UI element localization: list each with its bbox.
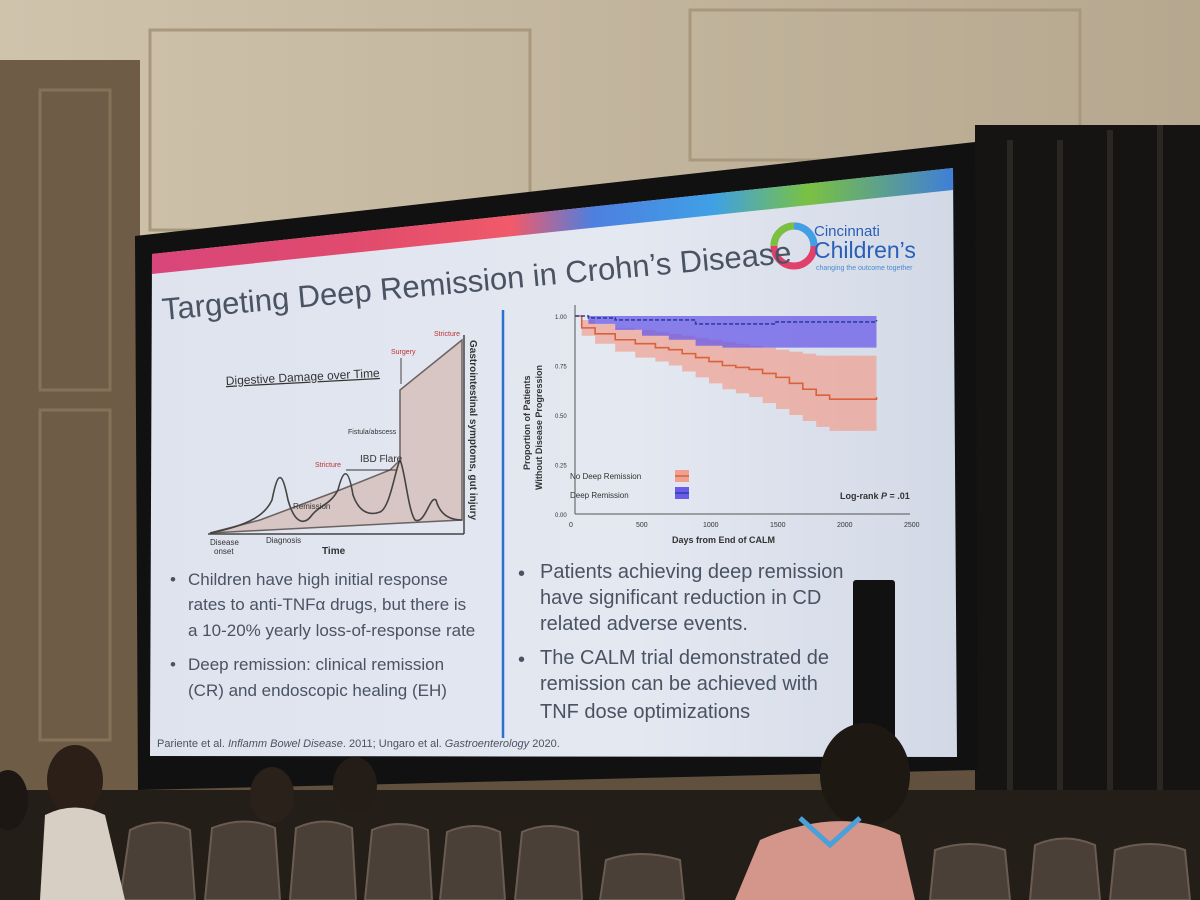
left-bullets: • Children have high initial response ra… <box>170 570 475 700</box>
x-tick-label: 1000 <box>703 522 719 529</box>
y-tick-label: 0.25 <box>555 464 567 470</box>
y-tick-label: 0.50 <box>555 414 567 420</box>
audience-people <box>0 723 915 900</box>
ci-band-deep-remission <box>575 316 877 348</box>
logo-tagline: changing the outcome together <box>816 265 913 272</box>
person-head <box>250 767 294 823</box>
bullet-dot: • <box>518 649 525 671</box>
right-bullets: • Patients achieving deep remission have… <box>518 561 844 723</box>
label-ibd-flare: IBD Flare <box>360 454 403 465</box>
label-disease-onset-2: onset <box>214 547 234 556</box>
label-diagnosis: Diagnosis <box>266 536 301 545</box>
person-head <box>0 770 28 830</box>
slide <box>150 168 957 757</box>
y-tick-label: 0.75 <box>555 365 567 371</box>
left-bullet-2-line-1: Deep remission: clinical remission <box>188 655 444 674</box>
damage-area <box>209 338 463 534</box>
x-tick-label: 0 <box>569 522 573 529</box>
x-tick-label: 2500 <box>904 522 920 529</box>
label-stricture-mid: Stricture <box>315 462 341 469</box>
ci-band-no-deep-remission <box>575 316 877 431</box>
right-bullet-1-line-2: have significant reduction in CD <box>540 587 821 609</box>
left-bullet-1-line-1: Children have high initial response <box>188 570 448 589</box>
y-axis-label: Gastrointestinal symptoms, gut injury <box>467 340 478 520</box>
label-remission: Remission <box>293 502 330 511</box>
x-tick-label: 2000 <box>837 522 853 529</box>
x-tick-label: 500 <box>636 522 648 529</box>
series-line-no-deep-remission <box>575 315 878 400</box>
km-x-label: Days from End of CALM <box>672 535 775 545</box>
logo-line2: Children’s <box>814 237 916 263</box>
label-stricture-top: Stricture <box>434 331 460 338</box>
audience-chairs <box>118 820 1192 900</box>
left-bullet-1-line-3: a 10-20% yearly loss-of-response rate <box>188 621 475 640</box>
cincinnati-childrens-logo: Cincinnati Children’s changing the outco… <box>770 222 916 272</box>
label-disease-onset-1: Disease <box>210 538 239 547</box>
bullet-dot: • <box>170 655 176 674</box>
km-y-label-1: Proportion of Patients <box>522 376 532 471</box>
right-bullet-1-line-3: related adverse events. <box>540 613 748 635</box>
wall-molding <box>38 88 112 392</box>
label-fistula: Fistula/abscess <box>348 429 397 436</box>
km-plot-area <box>575 315 878 431</box>
left-bullet-2-line-2: (CR) and endoscopic healing (EH) <box>188 681 447 700</box>
km-ticks: 0 500 1000 1500 2000 2500 0.00 0.25 0.50 0.75 1.00 <box>555 315 920 529</box>
x-axis-label: Time <box>322 546 346 557</box>
bullet-dot: • <box>170 570 176 589</box>
left-bullet-1-line-2: rates to anti-TNFα drugs, but there is <box>188 595 466 614</box>
legend-no-deep-remission: No Deep Remission <box>570 472 641 481</box>
person-head <box>47 745 103 815</box>
right-bullet-2-line-3: TNF dose optimizations <box>540 701 750 723</box>
person-head <box>820 723 910 827</box>
right-bullet-2-line-1: The CALM trial demonstrated de <box>540 647 829 669</box>
wall-molding <box>38 408 112 742</box>
right-bullet-2-line-2: remission can be achieved with <box>540 673 818 695</box>
microphone-stand <box>853 580 895 740</box>
person-body <box>40 807 125 900</box>
curtain-folds <box>1007 125 1163 900</box>
right-bullet-1-line-1: Patients achieving deep remission <box>540 561 844 583</box>
logo-line1: Cincinnati <box>814 223 880 240</box>
x-tick-label: 1500 <box>770 522 786 529</box>
symptom-curve <box>209 458 463 534</box>
y-tick-label: 0.00 <box>555 513 567 519</box>
citation: Pariente et al. Inflamm Bowel Disease. 2… <box>157 738 560 750</box>
y-tick-label: 1.00 <box>555 315 567 321</box>
legend-deep-remission: Deep Remission <box>570 491 629 500</box>
person-body <box>735 821 915 900</box>
bullet-dot: • <box>518 563 525 585</box>
lanyard <box>798 816 862 849</box>
series-line-deep-remission <box>575 315 878 325</box>
km-y-label-2: Without Disease Progression <box>534 365 544 490</box>
slide-banner <box>152 168 953 274</box>
label-surgery: Surgery <box>391 349 416 356</box>
person-head <box>333 757 377 813</box>
kaplan-meier-chart: 0 500 1000 1500 2000 2500 0.00 0.25 0.50 0.75 1.00… <box>522 305 920 545</box>
logrank-label: Log-rank P = .01 <box>840 491 910 501</box>
